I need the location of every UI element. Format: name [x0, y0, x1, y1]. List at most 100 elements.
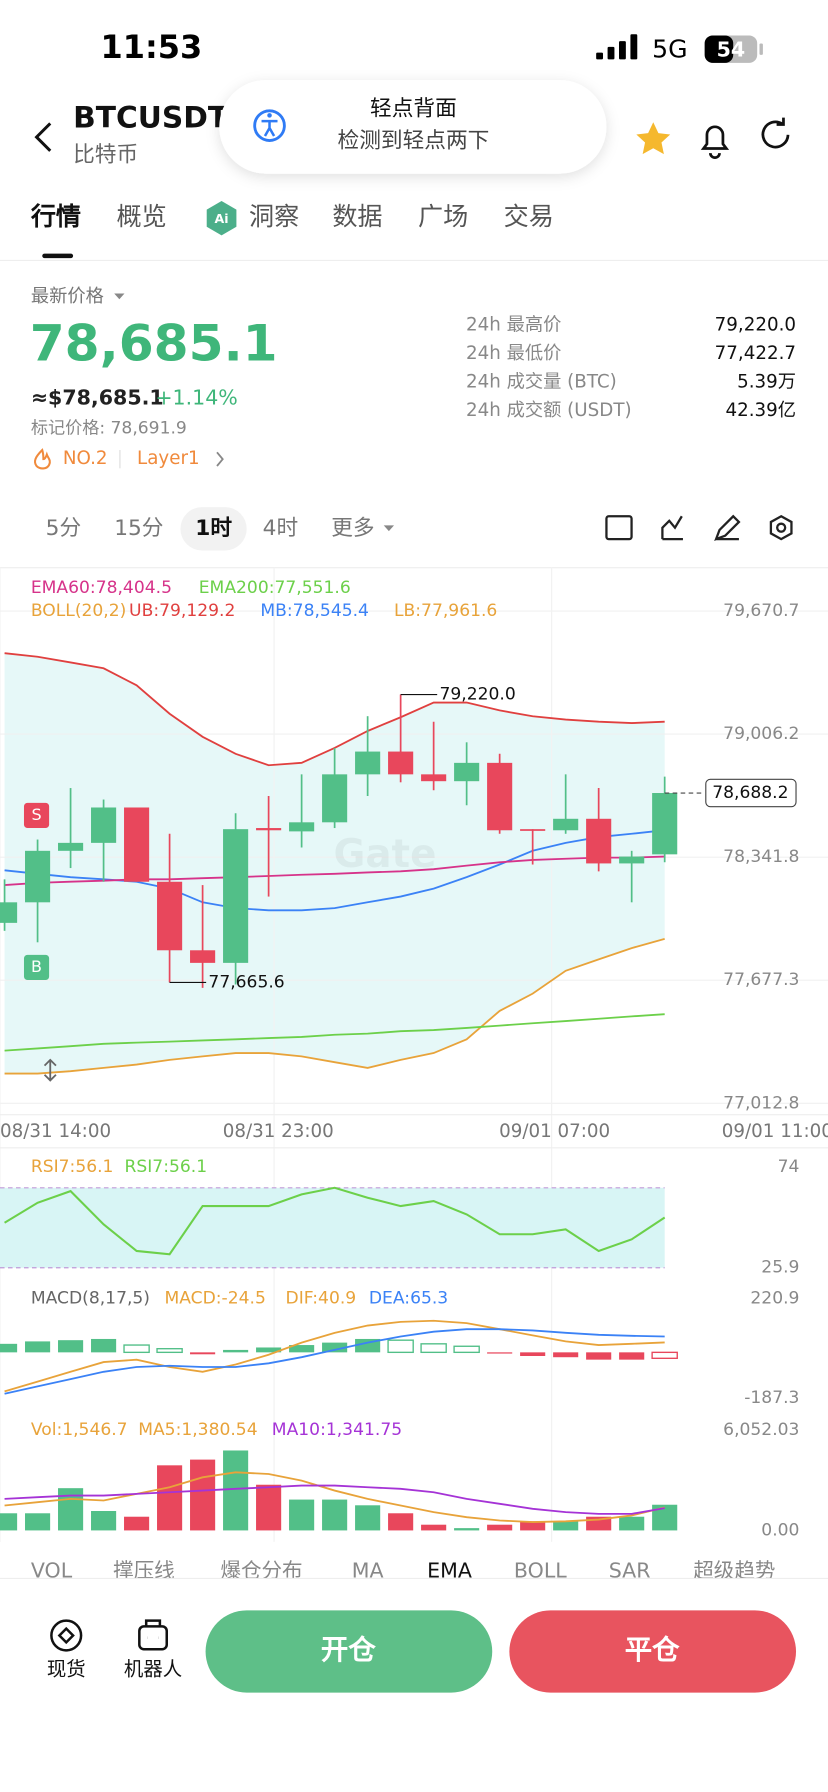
hot-icon: [34, 448, 51, 470]
spot-button[interactable]: 现货: [47, 1657, 86, 1680]
indicator-tab[interactable]: VOL: [31, 1559, 73, 1583]
volume-bar: [520, 1521, 546, 1531]
y-tick-label: 25.9: [761, 1258, 799, 1278]
tab[interactable]: 广场: [418, 202, 468, 231]
tab[interactable]: 洞察: [249, 202, 299, 231]
rank: NO.2: [63, 448, 108, 469]
mark-price: 标记价格: 78,691.9: [31, 418, 187, 438]
stat-label: 24h 成交额 (USDT): [466, 400, 632, 421]
usd-price: ≈$78,685.1: [31, 386, 164, 410]
indicator-tab[interactable]: 撑压线: [113, 1559, 175, 1583]
macd-bar: [586, 1352, 612, 1360]
close-button[interactable]: [509, 1610, 797, 1693]
macd-bar: [91, 1338, 117, 1353]
candle-body: [487, 762, 513, 831]
toast-subtitle: 检测到轻点两下: [338, 129, 490, 154]
tab[interactable]: 交易: [504, 202, 554, 231]
indicator-line: [4, 855, 665, 886]
chevron: [216, 451, 224, 467]
share-button[interactable]: [761, 117, 790, 149]
y-tick-label: 78,341.8: [723, 847, 799, 867]
price-change: +1.14%: [155, 386, 238, 410]
stat-label: 24h 最高价: [466, 315, 561, 336]
candle-body: [91, 807, 117, 843]
legend-entry: DEA:65.3: [369, 1289, 448, 1309]
alert-button[interactable]: [700, 125, 730, 159]
legend-entry: RSI7:56.1: [124, 1157, 207, 1177]
indicator-tab[interactable]: MA: [352, 1559, 384, 1583]
favorite[interactable]: [636, 122, 671, 155]
charts: Gate79,670.779,006.278,341.877,677.377,0…: [0, 567, 828, 1542]
volume-bar: [553, 1521, 579, 1531]
open-label: 开仓: [321, 1635, 376, 1666]
legend-entry: DIF:40.9: [286, 1289, 357, 1309]
macd-bar: [58, 1340, 84, 1353]
volume-bar: [388, 1513, 414, 1531]
legend-entry: EMA60:78,404.5: [31, 578, 172, 598]
candle-body: [58, 842, 84, 851]
extreme-label: 79,220.0: [439, 685, 515, 705]
bot-icon: [138, 1625, 168, 1651]
indicator-tab[interactable]: EMA: [427, 1559, 472, 1583]
stat-value: 5.39万: [737, 372, 796, 393]
timeframe[interactable]: 4时: [263, 516, 298, 541]
bot-button[interactable]: 机器人: [124, 1657, 182, 1680]
timeframe[interactable]: 更多: [331, 516, 374, 541]
macd-bar: [553, 1352, 579, 1358]
sector-tag[interactable]: Layer1: [137, 448, 200, 469]
extreme-label: 77,665.6: [208, 972, 284, 992]
indicator-tab[interactable]: 超级趋势: [693, 1559, 775, 1583]
volume-bar: [421, 1524, 447, 1531]
macd-bar: [520, 1352, 546, 1356]
macd-bar: [487, 1352, 513, 1354]
macd-bar: [0, 1343, 18, 1353]
tab[interactable]: 行情: [30, 202, 81, 231]
chart-type-button[interactable]: [605, 515, 633, 541]
indicator-tab[interactable]: 爆仓分布: [220, 1559, 302, 1583]
battery-level: [704, 35, 734, 63]
network: 5G: [652, 34, 687, 63]
timeframe[interactable]: 1时: [195, 516, 232, 541]
volume-bar: [355, 1505, 381, 1531]
macd-bar: [420, 1343, 447, 1354]
draw-button[interactable]: [714, 514, 741, 542]
legend-entry: MACD:-24.5: [164, 1289, 265, 1309]
back-button[interactable]: [34, 122, 52, 152]
stat-value: 42.39亿: [725, 400, 796, 421]
indicator-tab[interactable]: SAR: [609, 1559, 651, 1583]
toast-title: 轻点背面: [370, 97, 457, 122]
legend-entry: Vol:1,546.7: [31, 1420, 128, 1440]
volume-bar: [454, 1528, 480, 1531]
indicator-button[interactable]: [661, 515, 683, 541]
y-tick-label: 0.00: [761, 1520, 799, 1540]
macd-bar: [651, 1351, 678, 1359]
stat-label: 24h 最低价: [466, 343, 561, 364]
y-tick-label: 79,006.2: [723, 724, 799, 744]
legend-entry: MB:78,545.4: [260, 601, 369, 621]
y-tick-label: -187.3: [744, 1388, 799, 1408]
sell-marker-text: S: [31, 805, 41, 824]
open-button[interactable]: [205, 1610, 493, 1693]
macd-bar: [289, 1345, 315, 1353]
tab-indicator: [42, 253, 74, 259]
volume-bar: [58, 1488, 84, 1531]
settings-button[interactable]: [769, 514, 793, 541]
indicator-tab[interactable]: BOLL: [514, 1559, 567, 1583]
timeframe[interactable]: 15分: [114, 516, 163, 541]
indicator-line: [4, 1013, 665, 1052]
macd-bar: [256, 1347, 282, 1353]
candle-body: [355, 751, 381, 775]
indicator-line: [4, 1471, 665, 1523]
candle-body: [25, 850, 51, 903]
indicator-line: [4, 1328, 665, 1395]
resize-handle[interactable]: [43, 1058, 57, 1082]
timeframe[interactable]: 5分: [46, 516, 81, 541]
tab[interactable]: 概览: [116, 202, 166, 231]
tab[interactable]: 数据: [332, 202, 382, 231]
candle-body: [157, 881, 183, 951]
accessibility-icon: [253, 109, 286, 142]
volume-bar: [91, 1511, 117, 1531]
volume-bar: [124, 1516, 150, 1531]
candle-body: [619, 856, 645, 864]
candle-body: [454, 762, 480, 782]
